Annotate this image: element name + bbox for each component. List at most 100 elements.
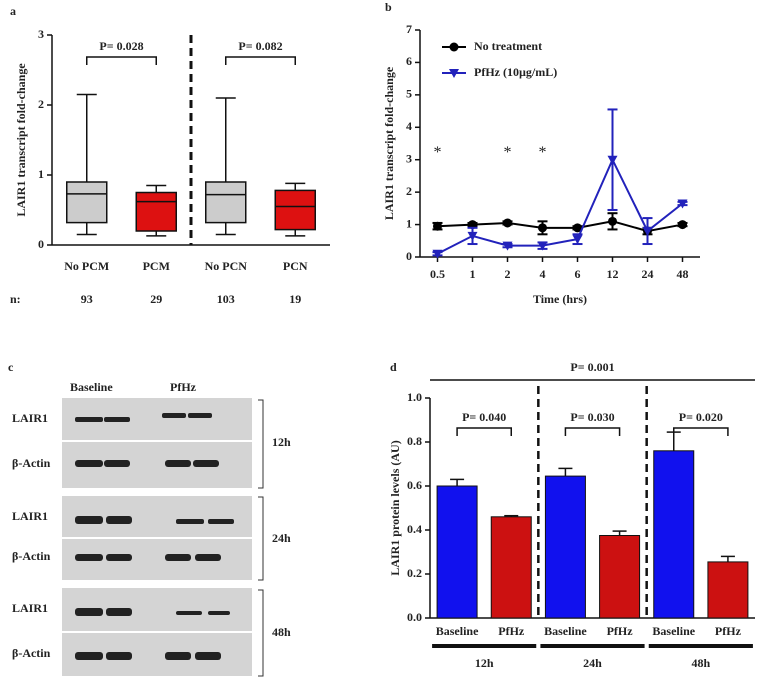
x-tick-label: 0.5 [430,267,445,281]
y-tick-label: 2 [406,184,412,198]
point [467,231,478,241]
bar [436,485,478,619]
y-tick-label: 0 [38,237,44,251]
group-label: 24h [583,656,602,670]
point [433,221,442,231]
n-count: 29 [150,292,162,306]
point [678,220,687,230]
y-tick-label: 2 [38,97,44,111]
x-tick-label: PCM [143,259,170,273]
x-tick-label: 1 [470,267,476,281]
n-count: 103 [217,292,235,306]
legend-label: No treatment [474,39,542,53]
y-tick-label: 0.6 [407,478,422,492]
point [608,216,617,226]
blot-time: 48h [272,625,291,639]
p-value: P= 0.030 [570,410,614,424]
legend-label: PfHz (10µg/mL) [474,65,557,79]
y-tick-label: 0.2 [407,566,422,580]
n-label: n: [10,292,21,306]
blot-row: β-Actin [12,456,51,470]
bar [490,516,532,619]
panel-label: d [390,360,397,374]
series-line [437,157,684,255]
x-tick-label: Baseline [436,624,479,638]
x-tick-label: No PCN [205,259,248,273]
bar [599,535,641,619]
y-tick-label: 4 [406,119,412,133]
p-value: P= 0.001 [570,360,614,374]
y-tick-label: 1.0 [407,390,422,404]
blot-row: LAIR1 [12,601,48,615]
x-tick-label: PCN [283,259,308,273]
bracket [456,427,512,436]
y-tick-label: 6 [406,54,412,68]
p-value: P= 0.028 [99,39,143,53]
point [677,199,688,209]
bar [544,475,586,619]
point [503,218,512,228]
y-tick-label: 3 [38,27,44,41]
x-tick-label: PfHz [715,624,742,638]
point [537,241,548,251]
x-tick-label: 6 [575,267,581,281]
blot-row: LAIR1 [12,509,48,523]
n-count: 93 [81,292,93,306]
bracket [225,56,296,65]
panel-label: b [385,0,392,14]
y-tick-label: 7 [406,22,412,36]
point [642,227,653,237]
blot-time: 12h [272,435,291,449]
x-tick-label: Baseline [544,624,587,638]
p-value: P= 0.082 [238,39,282,53]
panel-label: c [8,360,14,374]
x-tick-label: 24 [642,267,654,281]
bracket [673,427,729,436]
bracket [564,427,621,436]
blot-row: β-Actin [12,646,51,660]
y-tick-label: 5 [406,87,412,101]
panel-label: a [10,4,16,18]
y-axis-label: LAIR1 transcript fold-change [382,66,396,220]
box [274,189,316,231]
y-tick-label: 1 [38,167,44,181]
x-tick-label: No PCM [64,259,109,273]
bar [653,450,695,619]
y-tick-label: 1 [406,216,412,230]
blot-column: Baseline [70,380,113,394]
y-tick-label: 0.4 [407,522,422,536]
x-tick-label: 2 [505,267,511,281]
bracket [86,56,157,65]
x-tick-label: 4 [540,267,546,281]
point [572,235,583,245]
y-tick-label: 0.0 [407,610,422,624]
box [205,181,247,224]
point [538,223,547,233]
box [135,191,177,232]
point [607,155,618,165]
group-label: 12h [475,656,494,670]
legend-marker [449,69,459,78]
point [432,249,443,259]
n-count: 19 [289,292,301,306]
x-tick-label: PfHz [607,624,634,638]
x-tick-label: 48 [677,267,689,281]
series-line [437,220,683,233]
x-tick-label: PfHz [498,624,525,638]
bar [707,561,749,619]
point [502,241,513,251]
p-value: P= 0.040 [462,410,506,424]
y-axis-label: LAIR1 protein levels (AU) [388,440,402,575]
y-tick-label: 3 [406,151,412,165]
point [573,223,582,233]
significance: * [434,144,442,161]
x-tick-label: Baseline [652,624,695,638]
legend-marker [449,42,459,52]
significance: * [539,144,547,161]
blot-row: LAIR1 [12,411,48,425]
p-value: P= 0.020 [679,410,723,424]
x-tick-label: 12 [607,267,619,281]
blot-row: β-Actin [12,549,51,563]
x-axis-label: Time (hrs) [533,292,587,306]
